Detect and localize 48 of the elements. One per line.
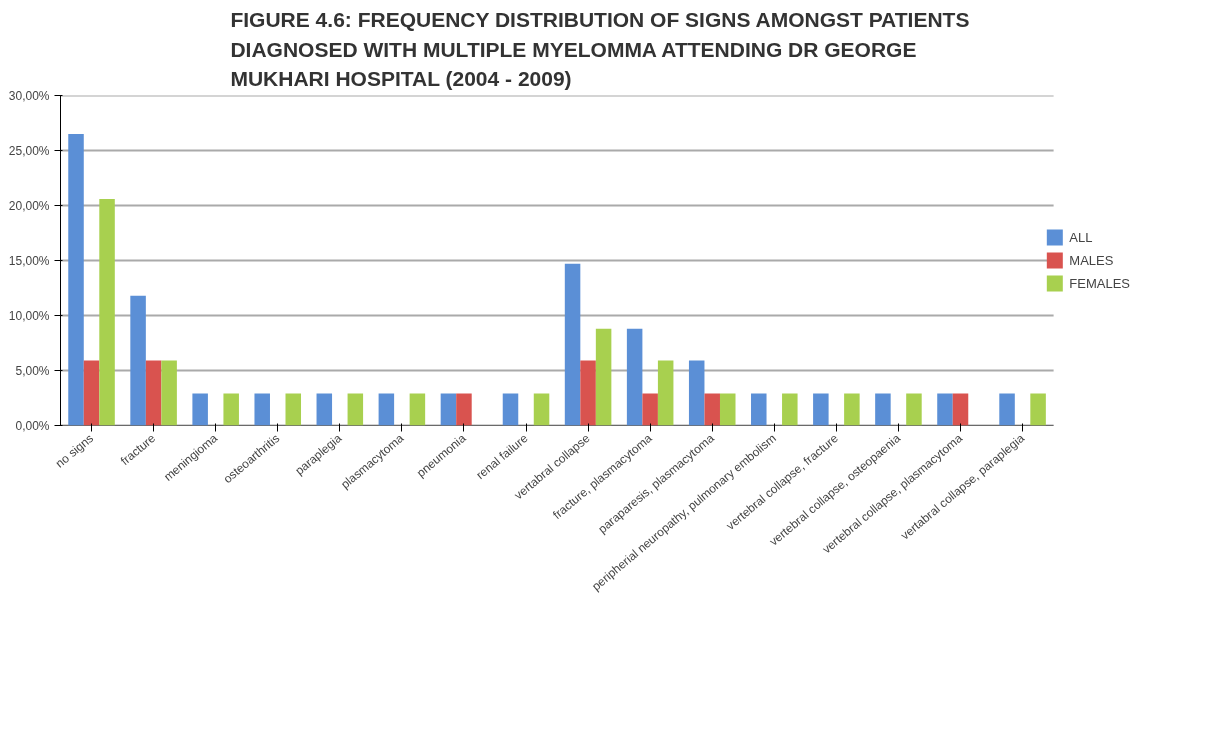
y-tick-label: 5,00% (15, 363, 50, 378)
bar (906, 393, 922, 426)
legend-label: FEMALES (1069, 275, 1130, 291)
bar (937, 393, 953, 426)
bar (782, 393, 798, 426)
bar (83, 360, 100, 426)
bar (440, 393, 457, 426)
bar (704, 393, 720, 426)
bar (595, 328, 612, 426)
bar (456, 393, 472, 426)
bar (657, 360, 674, 426)
y-tick-label: 10,00% (8, 308, 50, 323)
y-tick-label: 25,00% (8, 143, 50, 158)
bar (316, 393, 333, 426)
bar (347, 393, 364, 426)
bar (145, 360, 162, 426)
chart-title: FIGURE 4.6: FREQUENCY DISTRIBUTION OF SIGNS AMONGST PATIENTS DIAGNOSED WITH MULTIPLE MYELOMMA ATTENDING DR GEORGE MUKHARI HOSPITAL (2004 - 2009) (230, 7, 970, 91)
y-tick-label: 0,00% (15, 418, 50, 433)
bar (844, 393, 860, 426)
legend-label: MALES (1069, 252, 1114, 268)
bar (130, 295, 146, 426)
bar (999, 393, 1015, 426)
bar (875, 393, 891, 426)
bar (254, 393, 270, 426)
bar (68, 134, 84, 426)
bar (502, 393, 519, 426)
legend-label: ALL (1069, 229, 1093, 245)
y-tick-label: 15,00% (8, 253, 50, 268)
bar (580, 360, 596, 426)
bar (161, 360, 177, 426)
bar (751, 393, 767, 426)
y-tick-label: 20,00% (8, 198, 50, 213)
bar (223, 393, 239, 426)
bar (952, 393, 969, 426)
bar (533, 393, 550, 426)
bar (642, 393, 658, 426)
bar (719, 393, 736, 426)
bar (285, 393, 302, 426)
bar (192, 393, 208, 426)
bar (409, 393, 426, 426)
bar (813, 393, 829, 426)
bar (564, 263, 581, 426)
y-tick-label: 30,00% (8, 88, 50, 103)
bar (688, 360, 705, 426)
bar (378, 393, 395, 426)
bar (99, 198, 115, 426)
bar (1030, 393, 1046, 426)
bar (626, 328, 643, 426)
